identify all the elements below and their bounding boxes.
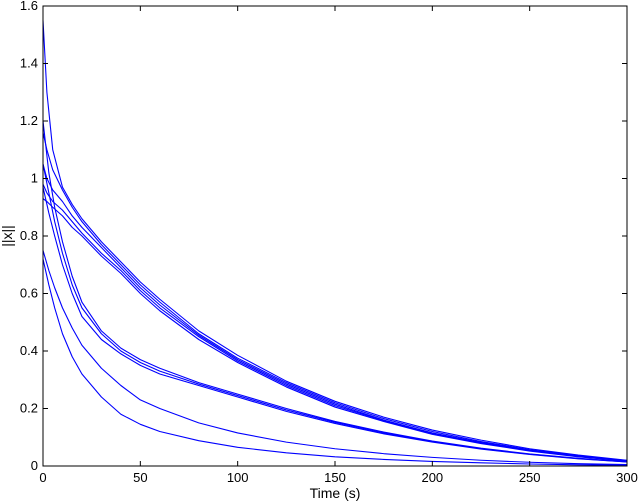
axes-layer: 0 50 100 150 200 250 300 0 0.2 0.4 0.6 0.8 1 1.2 1.4 1.… [20,0,638,485]
x-tick-label: 300 [616,470,638,485]
x-tick-label: 100 [227,470,249,485]
y-tick-label: 0 [31,458,38,473]
series-line-8 [42,187,628,463]
x-tick-label: 0 [39,470,46,485]
y-tick-label: 0.6 [20,286,38,301]
y-axis-title: ||x|| [0,225,15,247]
series-line-5 [42,198,628,462]
y-tick-label: 1.4 [20,56,38,71]
series-layer [42,20,628,466]
series-line-3 [42,163,628,462]
series-line-2 [42,132,628,462]
x-axis-title: Time (s) [310,485,361,501]
plot-frame [42,5,628,467]
y-tick-label: 0.2 [20,401,38,416]
series-line-7 [42,164,628,463]
x-tick-label: 200 [421,470,443,485]
series-line-6 [42,120,628,463]
y-tick-label: 0.4 [20,343,38,358]
series-line-1 [42,20,628,461]
y-tick-label: 1.2 [20,113,38,128]
y-tick-label: 0.8 [20,228,38,243]
x-tick-label: 250 [519,470,541,485]
y-tick-label: 1.6 [20,0,38,13]
series-line-9 [42,250,628,466]
series-line-4 [42,184,628,462]
y-tick-label: 1 [31,171,38,186]
series-line-10 [42,258,628,466]
x-tick-label: 50 [133,470,147,485]
x-tick-label: 150 [324,470,346,485]
